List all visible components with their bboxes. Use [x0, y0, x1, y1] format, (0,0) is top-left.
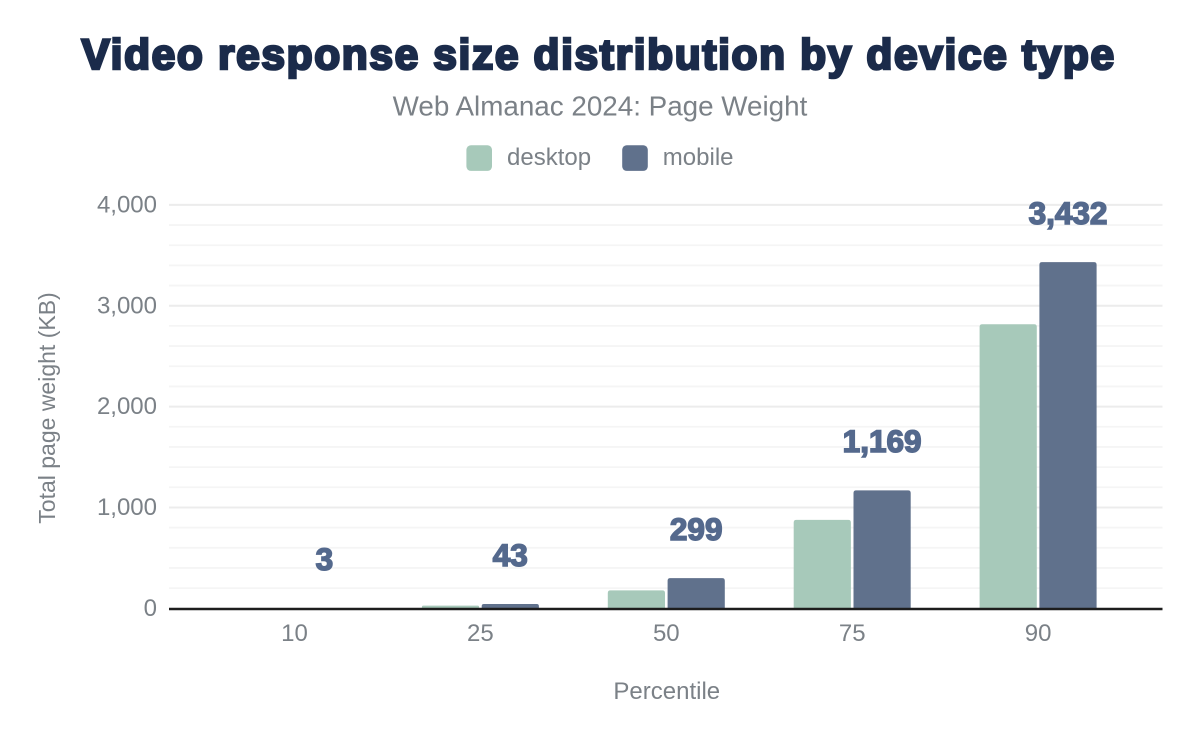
svg-text:4,000: 4,000	[97, 191, 157, 218]
svg-text:90: 90	[1025, 620, 1052, 647]
svg-text:43: 43	[493, 537, 528, 573]
svg-text:Web Almanac 2024: Page Weight: Web Almanac 2024: Page Weight	[393, 91, 808, 122]
svg-text:1,169: 1,169	[843, 423, 922, 459]
svg-text:299: 299	[670, 511, 723, 547]
svg-text:3,432: 3,432	[1029, 195, 1108, 231]
svg-text:2,000: 2,000	[97, 393, 157, 420]
svg-text:mobile: mobile	[663, 144, 734, 171]
svg-text:25: 25	[467, 620, 494, 647]
svg-text:Video response size distributi: Video response size distribution by devi…	[81, 32, 1115, 79]
svg-text:Percentile: Percentile	[613, 678, 720, 705]
svg-text:desktop: desktop	[507, 144, 591, 171]
svg-text:Total page weight (KB): Total page weight (KB)	[34, 292, 60, 523]
svg-text:10: 10	[281, 620, 308, 647]
svg-text:0: 0	[144, 595, 157, 622]
svg-text:50: 50	[653, 620, 680, 647]
svg-text:3: 3	[316, 541, 334, 577]
svg-text:75: 75	[839, 620, 866, 647]
svg-text:3,000: 3,000	[97, 292, 157, 319]
svg-text:1,000: 1,000	[97, 494, 157, 521]
